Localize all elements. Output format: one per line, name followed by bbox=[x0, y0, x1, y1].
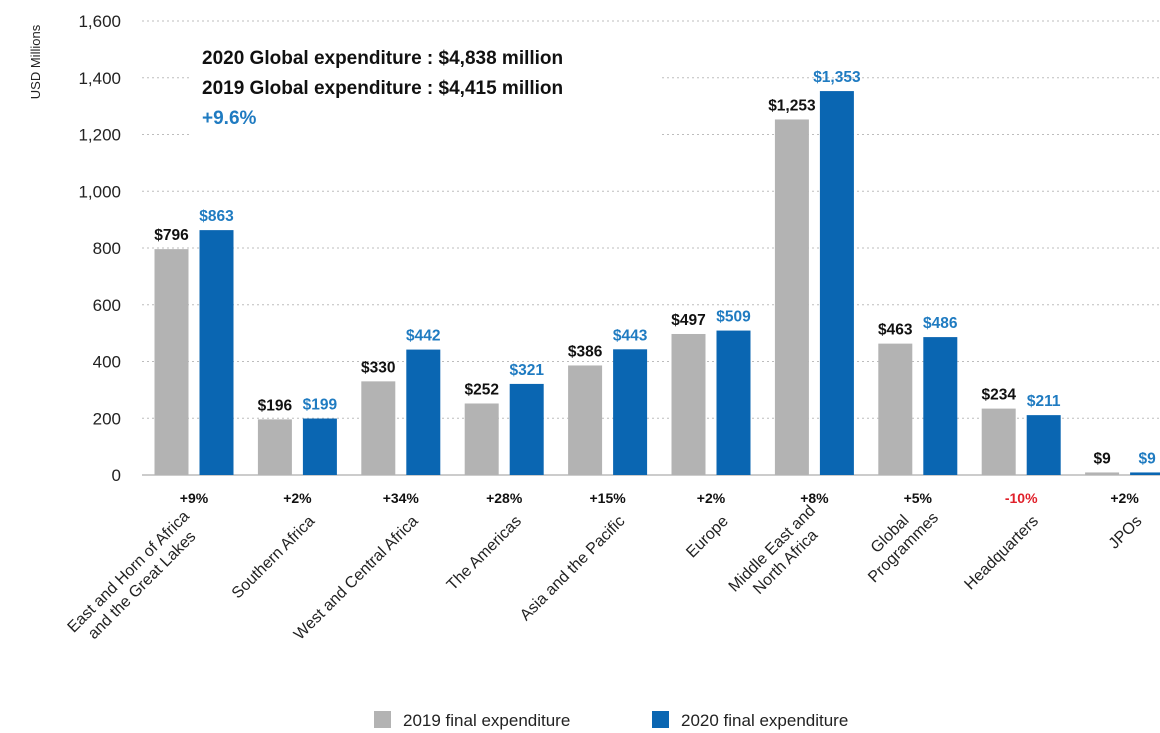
legend-swatch-2020 bbox=[652, 711, 669, 728]
bar-2020 bbox=[1026, 415, 1061, 475]
value-label-2019: $463 bbox=[878, 322, 913, 339]
bar-2019 bbox=[464, 403, 499, 475]
value-label-2019: $9 bbox=[1093, 450, 1111, 467]
bar-2019 bbox=[361, 381, 396, 475]
change-label: -10% bbox=[1005, 490, 1038, 506]
bar-2020 bbox=[406, 349, 441, 475]
bar-2019 bbox=[568, 365, 603, 475]
legend: 2019 final expenditure 2020 final expend… bbox=[374, 711, 848, 730]
change-label: +8% bbox=[800, 490, 829, 506]
category-labels: East and Horn of Africaand the Great Lak… bbox=[65, 496, 1146, 650]
value-label-2020: $443 bbox=[613, 327, 648, 344]
bar-2019 bbox=[154, 249, 189, 475]
annotation-background bbox=[190, 38, 660, 148]
legend-label-2020: 2020 final expenditure bbox=[681, 711, 848, 730]
legend-label-2019: 2019 final expenditure bbox=[403, 711, 570, 730]
value-label-2020: $199 bbox=[303, 397, 338, 414]
y-tick-label: 800 bbox=[93, 239, 121, 258]
annotation-2020-prefix: 2020 Global expenditure : bbox=[202, 48, 439, 69]
y-tick-label: 600 bbox=[93, 296, 121, 315]
change-label: +28% bbox=[486, 490, 523, 506]
value-label-2020: $509 bbox=[716, 309, 751, 326]
value-label-2020: $863 bbox=[199, 208, 234, 225]
category-label: Southern Africa bbox=[229, 513, 318, 602]
bar-2019 bbox=[671, 333, 706, 475]
category-label: The Americas bbox=[444, 513, 525, 594]
category-label: GlobalProgrammes bbox=[852, 496, 942, 586]
bar-2020 bbox=[1130, 472, 1160, 475]
category-label: Headquarters bbox=[961, 513, 1042, 594]
bar-2020 bbox=[302, 418, 337, 475]
value-label-2020: $1,353 bbox=[813, 69, 861, 86]
y-tick-label: 400 bbox=[93, 353, 121, 372]
value-label-2020: $211 bbox=[1027, 393, 1061, 410]
annotation-change: +9.6% bbox=[202, 108, 257, 129]
category-label: East and Horn of Africaand the Great Lak… bbox=[65, 508, 207, 650]
change-label: +34% bbox=[383, 490, 420, 506]
bar-2019 bbox=[981, 408, 1016, 475]
change-label: +2% bbox=[697, 490, 726, 506]
value-label-2019: $796 bbox=[154, 227, 189, 244]
bar-2019 bbox=[1085, 472, 1120, 475]
y-tick-label: 1,600 bbox=[78, 12, 121, 31]
bar-2019 bbox=[878, 343, 913, 475]
y-tick-label: 1,400 bbox=[78, 69, 121, 88]
value-label-2019: $386 bbox=[568, 343, 603, 360]
annotation-2019-value: $4,415 million bbox=[439, 78, 564, 99]
category-label-line: Europe bbox=[683, 513, 732, 562]
bar-2019 bbox=[257, 419, 292, 475]
value-label-2019: $252 bbox=[464, 381, 498, 398]
annotation-line-2019: 2019 Global expenditure : $4,415 million bbox=[202, 78, 563, 99]
value-label-2019: $1,253 bbox=[768, 97, 816, 114]
y-axis-label: USD Millions bbox=[28, 24, 43, 99]
value-label-2019: $196 bbox=[258, 397, 293, 414]
annotation-2020-value: $4,838 million bbox=[439, 48, 564, 69]
value-labels: $796 $863 $196 $199 $330 $442 $252 $321 $386 $443… bbox=[154, 69, 1156, 467]
value-label-2019: $234 bbox=[981, 387, 1016, 404]
change-labels: +9% +2% +34% +28% +15% +2% +8% +5% -10% +2% bbox=[180, 490, 1140, 506]
category-label: Europe bbox=[683, 513, 732, 562]
bar-2020 bbox=[923, 337, 958, 475]
change-label: +15% bbox=[589, 490, 626, 506]
change-label: +9% bbox=[180, 490, 209, 506]
y-tick-label: 200 bbox=[93, 409, 121, 428]
value-label-2019: $497 bbox=[671, 312, 705, 329]
y-axis-ticks: 0 200 400 600 800 1,000 1,200 1,400 1,600 bbox=[78, 12, 121, 485]
category-label-line: East and Horn of Africa bbox=[65, 508, 193, 636]
category-label-line: Southern Africa bbox=[229, 513, 318, 602]
annotation-2019-prefix: 2019 Global expenditure : bbox=[202, 78, 439, 99]
legend-swatch-2019 bbox=[374, 711, 391, 728]
y-tick-label: 1,000 bbox=[78, 182, 121, 201]
value-label-2020: $486 bbox=[923, 315, 958, 332]
bars bbox=[154, 91, 1160, 476]
value-label-2020: $9 bbox=[1138, 450, 1156, 467]
category-label-line: Asia and the Pacific bbox=[517, 513, 628, 624]
value-label-2020: $321 bbox=[509, 362, 544, 379]
category-label-line: Headquarters bbox=[961, 513, 1042, 594]
value-label-2019: $330 bbox=[361, 359, 395, 376]
bar-2020 bbox=[509, 383, 544, 475]
bar-2020 bbox=[819, 91, 854, 476]
bar-2020 bbox=[716, 330, 751, 475]
change-label: +2% bbox=[1110, 490, 1139, 506]
value-label-2020: $442 bbox=[406, 328, 440, 345]
category-label-line: The Americas bbox=[444, 513, 525, 594]
category-label: JPOs bbox=[1106, 513, 1146, 553]
category-label: Middle East andNorth Africa bbox=[726, 502, 833, 609]
bar-2020 bbox=[613, 349, 648, 475]
global-annotation: 2020 Global expenditure : $4,838 million… bbox=[190, 38, 660, 148]
category-label: Asia and the Pacific bbox=[517, 513, 628, 624]
change-label: +5% bbox=[904, 490, 933, 506]
y-tick-label: 0 bbox=[112, 466, 121, 485]
y-tick-label: 1,200 bbox=[78, 126, 121, 145]
category-label-line: JPOs bbox=[1106, 513, 1146, 553]
bar-2019 bbox=[774, 119, 809, 476]
annotation-line-2020: 2020 Global expenditure : $4,838 million bbox=[202, 48, 563, 69]
bar-2020 bbox=[199, 230, 234, 475]
change-label: +2% bbox=[283, 490, 312, 506]
